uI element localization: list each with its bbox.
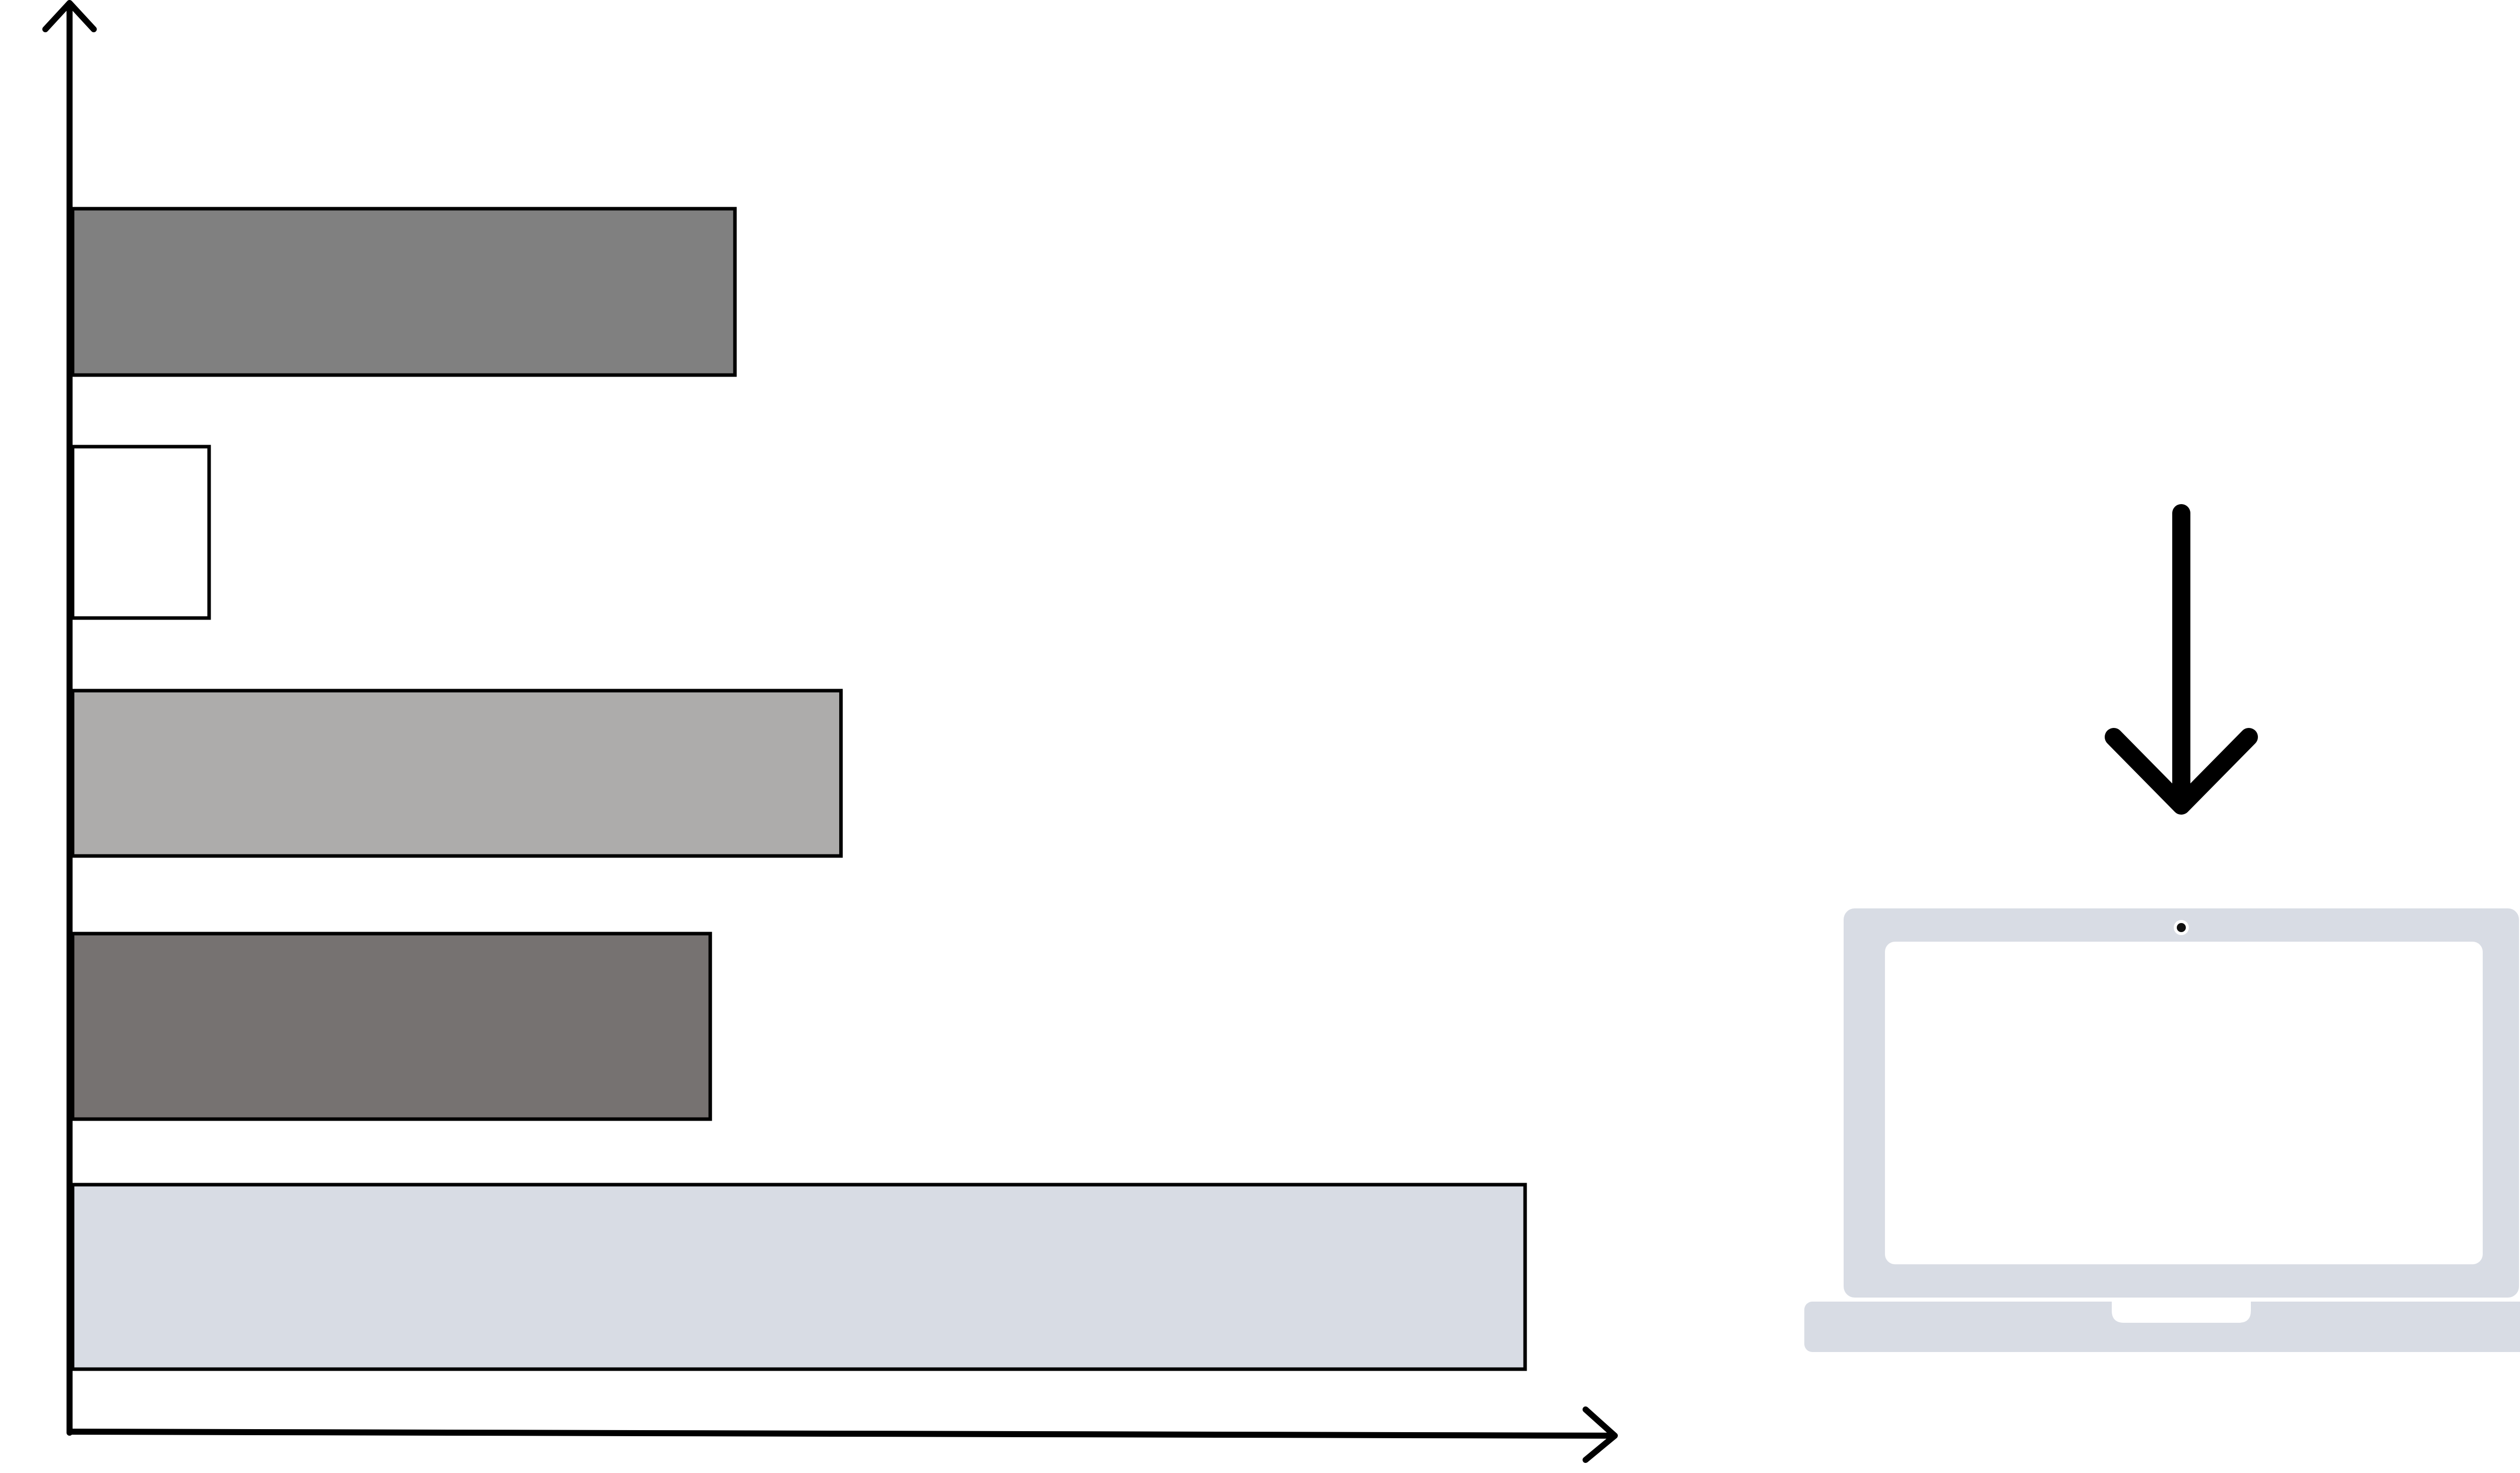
bar-3 (71, 689, 843, 858)
laptop-icon (1804, 908, 2520, 1352)
x-axis-arrowhead (1583, 1406, 1618, 1463)
axes (42, 0, 1618, 1463)
laptop-notch (2112, 1302, 2251, 1323)
x-axis-line (67, 1429, 1616, 1439)
bar-2 (71, 445, 211, 620)
laptop-base (1804, 1302, 2520, 1352)
bar-5 (71, 1183, 1527, 1371)
bar-4 (71, 932, 712, 1121)
arrow-down-icon (2105, 504, 2258, 815)
y-axis-arrowhead (42, 0, 97, 32)
bar-series (71, 207, 1527, 1371)
laptop-screen (1885, 942, 2483, 1264)
bar-1 (71, 207, 737, 377)
